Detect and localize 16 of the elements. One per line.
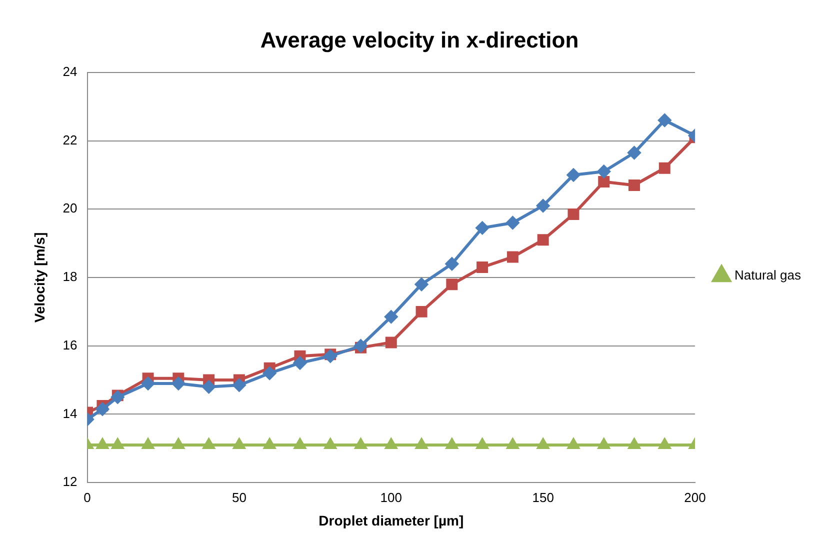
chart-title: Average velocity in x-direction: [260, 27, 579, 52]
y-tick-label: 22: [62, 132, 78, 148]
x-tick-label: 150: [532, 490, 554, 505]
legend-label: Natural gas: [734, 268, 802, 283]
x-tick-label: 50: [232, 490, 246, 505]
y-tick-label: 14: [62, 406, 78, 421]
x-tick-label: 0: [84, 490, 91, 505]
y-tick-label: 20: [62, 200, 78, 216]
x-axis-title: Droplet diameter [µm]: [318, 512, 464, 528]
x-tick-label: 200: [684, 490, 706, 505]
y-tick-label: 24: [62, 64, 78, 79]
y-tick-label: 16: [62, 337, 78, 352]
y-tick-label: 12: [62, 474, 78, 490]
x-tick-label: 100: [380, 490, 402, 505]
y-axis-title: Velocity [m/s]: [31, 232, 48, 323]
y-tick-label: 18: [62, 269, 78, 284]
